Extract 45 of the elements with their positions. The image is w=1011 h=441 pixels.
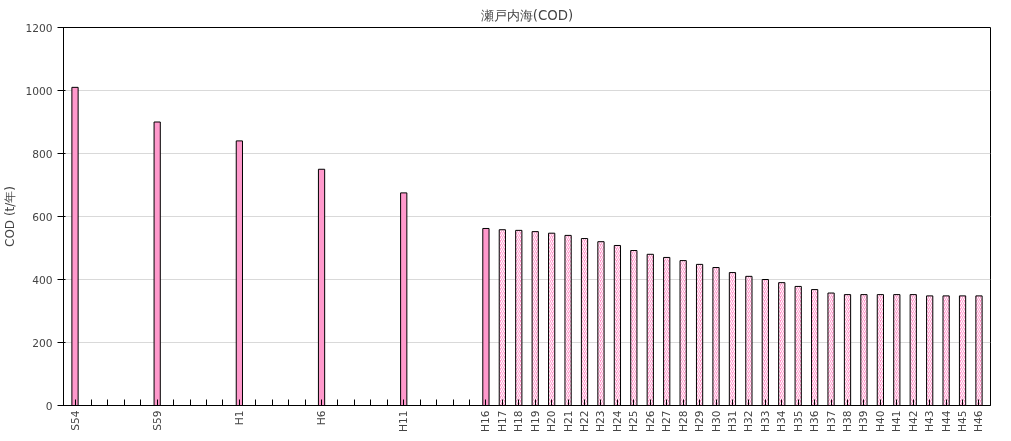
x-tick-label: H21 <box>561 410 575 433</box>
x-tick-label: H43 <box>923 410 937 433</box>
x-tick-label: H44 <box>939 410 953 433</box>
y-axis-title: COD (t/年) <box>3 186 18 247</box>
x-tick-label: H17 <box>495 410 509 433</box>
x-tick-label: H22 <box>578 410 592 433</box>
x-tick-label: H35 <box>791 410 805 433</box>
x-tick-label: H46 <box>972 410 986 433</box>
x-tick-label: H31 <box>725 410 739 433</box>
x-tick-label: H41 <box>890 410 904 433</box>
y-tick-label: 800 <box>32 147 53 161</box>
x-tick-label: H34 <box>775 410 789 433</box>
x-tick-label: H24 <box>610 410 624 433</box>
y-tick-label: 400 <box>32 273 53 287</box>
x-tick-label: H23 <box>594 410 608 433</box>
x-tick-label: H11 <box>397 410 411 433</box>
x-tick-label: S59 <box>150 410 164 431</box>
x-tick-label: H38 <box>841 410 855 433</box>
x-tick-label: S54 <box>68 410 82 431</box>
x-tick-label: H28 <box>676 410 690 433</box>
chart-title: 瀬戸内海(COD) <box>480 7 574 23</box>
x-tick-label: H30 <box>709 410 723 433</box>
x-tick-label: H36 <box>808 410 822 433</box>
x-tick-label: H1 <box>232 410 246 426</box>
x-tick-label: H20 <box>545 410 559 433</box>
x-tick-label: H6 <box>315 410 329 426</box>
x-tick-label: H26 <box>643 410 657 433</box>
x-tick-label: H25 <box>627 410 641 433</box>
y-tick-label: 1000 <box>25 84 53 98</box>
x-tick-label: H40 <box>873 410 887 433</box>
x-tick-label: H29 <box>693 410 707 433</box>
x-tick-label: H42 <box>906 410 920 433</box>
x-tick-label: H19 <box>528 410 542 433</box>
x-tick-label: H16 <box>479 410 493 433</box>
x-tick-label: H32 <box>742 410 756 433</box>
x-tick-label: H37 <box>824 410 838 433</box>
x-tick-label: H45 <box>956 410 970 433</box>
y-tick-label: 600 <box>32 210 53 224</box>
y-tick-label: 200 <box>32 336 53 350</box>
y-tick-label: 1200 <box>25 21 53 35</box>
x-tick-label: H33 <box>758 410 772 433</box>
x-tick-label: H18 <box>512 410 526 433</box>
y-tick-label: 0 <box>45 399 53 413</box>
x-tick-label: H27 <box>660 410 674 433</box>
x-tick-label: H39 <box>857 410 871 433</box>
